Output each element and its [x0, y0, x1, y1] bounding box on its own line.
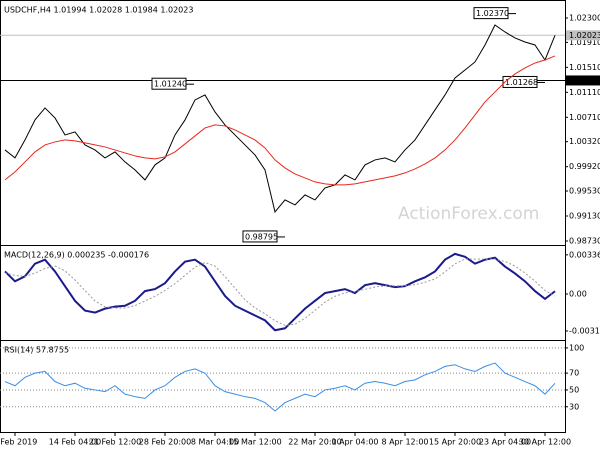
annotation-box [473, 7, 509, 20]
series-line [4, 362, 556, 412]
annotation-box [502, 75, 538, 88]
series-line [4, 24, 556, 213]
annotation-label: 1.01268 [505, 78, 538, 87]
series-line [4, 258, 556, 326]
y-tick-label: 1.00710 [569, 113, 600, 122]
y-tick-label: 100 [569, 343, 584, 352]
y-tick-label: -0.003181 [569, 326, 600, 335]
y-tick-label: 0.99920 [569, 162, 600, 171]
annotation-label: 1.02370 [476, 9, 509, 18]
y-tick-label: 30 [569, 402, 579, 411]
x-tick-label: 30 Apr 12:00 [519, 438, 571, 447]
y-tick-label: 50 [569, 385, 579, 394]
y-tick-label: 1.01510 [569, 63, 600, 72]
annotation-label: 0.98795 [245, 232, 278, 241]
annotation-box [242, 230, 278, 243]
y-tick-label: 1.01110 [569, 88, 600, 97]
y-tick-label: 0.99130 [569, 212, 600, 221]
panel-title: USDCHF,H4 1.01994 1.02028 1.01984 1.0202… [4, 6, 193, 15]
level-label-box [566, 75, 600, 86]
series-line [4, 252, 556, 332]
x-tick-label: 22 Mar 20:00 [288, 438, 341, 447]
level-label: 1.01300 [569, 76, 600, 85]
y-tick-label: 70 [569, 369, 579, 378]
level-label: 1.02023 [569, 31, 600, 40]
y-tick-label: 0.003368 [569, 250, 600, 259]
x-tick-label: 28 Feb 20:00 [139, 438, 191, 447]
x-tick-label: 23 Apr 04:00 [479, 438, 531, 447]
annotation-box [151, 77, 187, 90]
panel-title: MACD(12,26,9) 0.000235 -0.000176 [4, 251, 149, 260]
x-tick-label: 1 Apr 04:00 [331, 438, 378, 447]
y-tick-label: 1.02300 [569, 13, 600, 22]
y-tick-label: 0.98730 [569, 237, 600, 246]
x-tick-label: 21 Feb 12:00 [89, 438, 141, 447]
x-tick-label: 8 Apr 12:00 [381, 438, 428, 447]
level-label-box [566, 30, 600, 41]
x-tick-label: 8 Mar 04:00 [191, 438, 239, 447]
y-tick-label: 0.99530 [569, 187, 600, 196]
x-tick-label: 14 Feb 04:00 [49, 438, 101, 447]
x-tick-label: 15 Apr 20:00 [429, 438, 481, 447]
annotation-label: 1.01240 [154, 80, 187, 89]
watermark: ActionForex.com [398, 204, 539, 224]
x-tick-label: 6 Feb 2019 [0, 438, 37, 447]
y-tick-label: 1.01910 [569, 38, 600, 47]
panel-title: RSI(14) 57.8755 [4, 346, 69, 355]
y-tick-label: 0.00 [569, 289, 587, 298]
x-tick-label: 15 Mar 12:00 [228, 438, 281, 447]
series-line [4, 55, 556, 186]
y-tick-label: 1.00320 [569, 137, 600, 146]
